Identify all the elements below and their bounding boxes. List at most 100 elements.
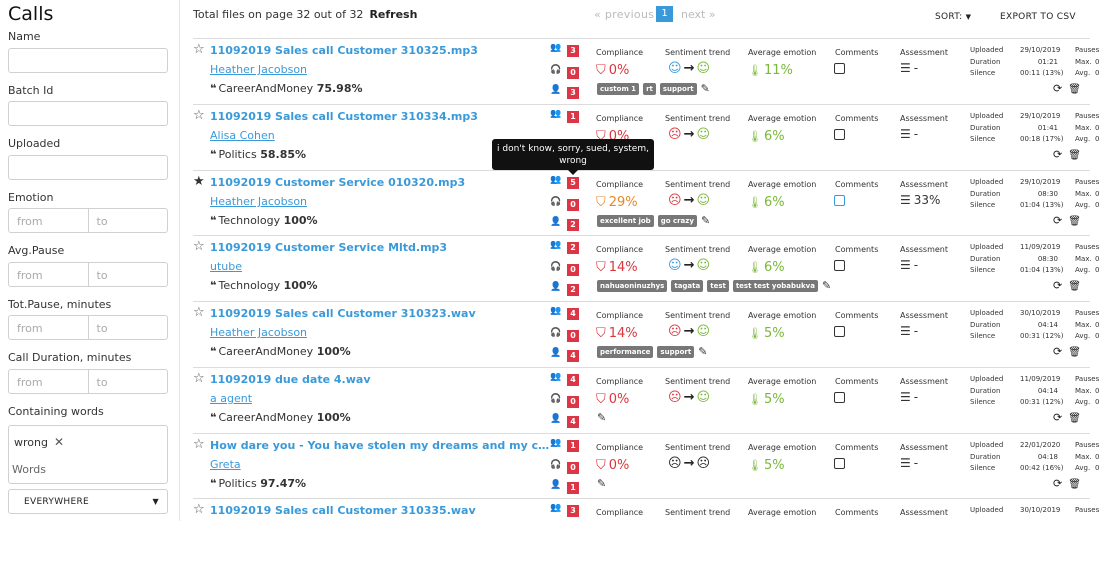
- trash-icon[interactable]: 🗑: [1068, 150, 1081, 161]
- star-outline-icon[interactable]: ☆: [193, 239, 205, 254]
- note-icon[interactable]: [834, 129, 845, 140]
- agent-link[interactable]: Heather Jacobson: [210, 195, 308, 208]
- avg-emotion-percent: 6%: [763, 260, 785, 275]
- trash-icon[interactable]: 🗑: [1068, 216, 1081, 227]
- trash-icon[interactable]: 🗑: [1068, 347, 1081, 358]
- words-input-box[interactable]: wrong ✕ Words: [8, 425, 168, 484]
- agent-link[interactable]: a agent: [210, 392, 253, 405]
- file-name-link[interactable]: 11092019 due date 4.wav: [210, 373, 371, 386]
- file-name-link[interactable]: 11092019 Sales call Customer 310325.mp3: [210, 44, 478, 57]
- current-page[interactable]: 1: [656, 6, 673, 22]
- file-name-link[interactable]: 11092019 Customer Service 010320.mp3: [210, 176, 466, 189]
- count-badge: 2: [567, 219, 579, 231]
- refresh-icon[interactable]: ⟳: [1053, 214, 1063, 227]
- tag-badge[interactable]: custom 1: [597, 82, 640, 95]
- tag-badge[interactable]: test: [707, 279, 729, 292]
- close-icon[interactable]: ✕: [53, 435, 65, 449]
- tags-list: custom 1 rt support ✎: [597, 82, 710, 95]
- avg-emotion-percent: 5%: [763, 392, 785, 407]
- note-icon[interactable]: [834, 326, 845, 337]
- refresh-icon[interactable]: ⟳: [1053, 148, 1063, 161]
- checklist-icon: ☰: [900, 324, 911, 338]
- refresh-link[interactable]: Refresh: [369, 8, 418, 21]
- agent-link[interactable]: Alisa Cohen: [210, 129, 275, 142]
- pause-label: Pauses: [1075, 375, 1100, 383]
- refresh-icon[interactable]: ⟳: [1053, 345, 1063, 358]
- agent-link[interactable]: Greta: [210, 458, 241, 471]
- agent-link[interactable]: utube: [210, 260, 243, 273]
- count-badge: 1: [567, 111, 579, 123]
- note-icon[interactable]: [834, 458, 845, 469]
- note-icon[interactable]: [834, 392, 845, 403]
- tag-badge[interactable]: support: [659, 82, 697, 95]
- star-outline-icon[interactable]: ☆: [193, 437, 205, 452]
- export-csv-button[interactable]: EXPORT TO CSV: [1000, 12, 1076, 22]
- compliance-value: ⛉ 0%: [596, 392, 629, 407]
- pencil-icon[interactable]: ✎: [821, 279, 832, 292]
- call-duration-from-input[interactable]: from: [9, 370, 89, 393]
- star-outline-icon[interactable]: ☆: [193, 108, 205, 123]
- sentiment-header: Sentiment trend: [665, 443, 731, 452]
- tag-badge[interactable]: nahuaoninuzhys: [597, 279, 668, 292]
- star-outline-icon[interactable]: ☆: [193, 371, 205, 386]
- refresh-icon[interactable]: ⟳: [1053, 279, 1063, 292]
- file-name-link[interactable]: 11092019 Sales call Customer 310334.mp3: [210, 110, 478, 123]
- pause-label: Avg.: [1075, 135, 1091, 143]
- face-icon: ☹: [668, 324, 682, 339]
- star-filled-icon[interactable]: ★: [193, 174, 205, 189]
- refresh-icon[interactable]: ⟳: [1053, 82, 1063, 95]
- word-chip-label: wrong: [14, 436, 48, 449]
- star-outline-icon[interactable]: ☆: [193, 502, 205, 517]
- tot-pause-to-input[interactable]: to: [96, 322, 108, 335]
- uploaded-input[interactable]: [8, 155, 168, 180]
- emotion-to-input[interactable]: to: [96, 215, 108, 228]
- pencil-icon[interactable]: ✎: [700, 82, 710, 95]
- tot-pause-from-input[interactable]: from: [9, 316, 89, 339]
- file-name-link[interactable]: 11092019 Sales call Customer 310323.wav: [210, 307, 476, 320]
- compliance-percent: 14%: [608, 326, 638, 341]
- file-name-link[interactable]: 11092019 Customer Service Mltd.mp3: [210, 241, 448, 254]
- note-icon[interactable]: [834, 195, 845, 206]
- pencil-icon[interactable]: ✎: [597, 411, 607, 424]
- note-icon[interactable]: [834, 63, 845, 74]
- face-icon: ☺: [696, 61, 711, 76]
- count-badge: 2: [567, 284, 579, 296]
- next-page-link[interactable]: next »: [681, 8, 716, 21]
- tag-badge[interactable]: support: [657, 345, 695, 358]
- note-icon[interactable]: [834, 260, 845, 271]
- words-input[interactable]: Words: [12, 463, 47, 476]
- star-outline-icon[interactable]: ☆: [193, 305, 205, 320]
- refresh-icon[interactable]: ⟳: [1053, 411, 1063, 424]
- trash-icon[interactable]: 🗑: [1068, 84, 1081, 95]
- emotion-from-input[interactable]: from: [9, 209, 89, 232]
- avg-emotion-value: 🌡 6%: [748, 129, 785, 144]
- batch-id-input[interactable]: [8, 101, 168, 126]
- tag-badge[interactable]: tagata: [671, 279, 704, 292]
- avg-pause-to-input[interactable]: to: [96, 269, 108, 282]
- name-input[interactable]: [8, 48, 168, 73]
- star-outline-icon[interactable]: ☆: [193, 42, 205, 57]
- pencil-icon[interactable]: ✎: [700, 214, 711, 227]
- scope-select[interactable]: EVERYWHERE ▼: [8, 489, 168, 514]
- tag-badge[interactable]: excellent job: [597, 214, 654, 227]
- checklist-icon: ☰: [900, 193, 911, 207]
- prev-page-link[interactable]: « previous: [594, 8, 655, 21]
- avg-pause-from-input[interactable]: from: [9, 263, 89, 286]
- agent-link[interactable]: Heather Jacobson: [210, 63, 308, 76]
- trash-icon[interactable]: 🗑: [1068, 281, 1081, 292]
- agent-link[interactable]: Heather Jacobson: [210, 326, 308, 339]
- sort-dropdown[interactable]: SORT: ▼: [935, 12, 971, 22]
- pencil-icon[interactable]: ✎: [698, 345, 708, 358]
- tag-badge[interactable]: performance: [597, 345, 654, 358]
- sentiment-trend: ☹ → ☺: [668, 127, 710, 142]
- tag-badge[interactable]: test test yobabukva: [732, 279, 818, 292]
- call-duration-to-input[interactable]: to: [96, 376, 108, 389]
- trash-icon[interactable]: 🗑: [1068, 413, 1081, 424]
- tag-badge[interactable]: go crazy: [657, 214, 697, 227]
- file-name-link[interactable]: How dare you - You have stolen my dreams…: [210, 439, 550, 452]
- trash-icon[interactable]: 🗑: [1068, 479, 1081, 490]
- pencil-icon[interactable]: ✎: [597, 477, 607, 490]
- file-name-link[interactable]: 11092019 Sales call Customer 310335.wav: [210, 504, 476, 517]
- tag-badge[interactable]: rt: [643, 82, 656, 95]
- refresh-icon[interactable]: ⟳: [1053, 477, 1063, 490]
